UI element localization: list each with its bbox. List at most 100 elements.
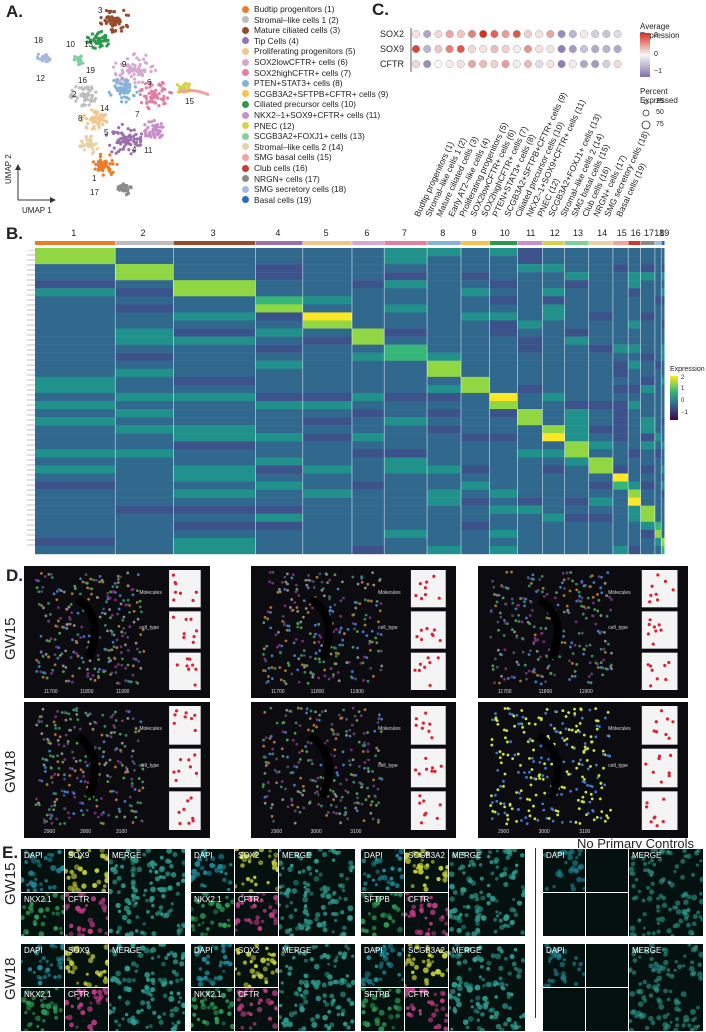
heatmap-cell — [565, 433, 589, 441]
micro-nucleus — [334, 919, 337, 922]
spatial-cell — [375, 641, 378, 644]
spatial-inset-dot — [414, 768, 417, 771]
spatial-inset-dot — [664, 733, 667, 736]
micro-nucleus — [165, 871, 170, 876]
spatial-cell — [265, 761, 268, 764]
spatial-cell — [316, 718, 319, 721]
micro-nucleus — [103, 970, 107, 974]
heatmap-cluster-label: 14 — [597, 228, 607, 238]
dotplot-dot — [446, 30, 454, 38]
spatial-cell — [323, 594, 326, 597]
micro-nucleus — [375, 965, 379, 969]
micro-nucleus — [103, 884, 107, 888]
spatial-cell — [336, 774, 339, 777]
heatmap-cell — [613, 337, 628, 345]
micro-nucleus — [517, 900, 522, 905]
spatial-cell — [367, 599, 370, 602]
micro-nucleus — [396, 988, 401, 993]
spatial-cell — [587, 681, 590, 684]
micro-nucleus — [520, 930, 524, 934]
spatial-inset-dot — [195, 772, 198, 775]
legend-label: SOX2lowCFTR+ cells (6) — [254, 57, 348, 67]
spatial-cell — [315, 652, 318, 655]
heatmap-cell — [427, 441, 460, 449]
spatial-cell — [89, 678, 92, 681]
spatial-cell — [335, 805, 338, 808]
spatial-cell — [109, 759, 112, 762]
spatial-cell — [523, 731, 526, 734]
micro-nucleus — [150, 997, 154, 1001]
micro-nucleus — [687, 1023, 691, 1027]
micro-nucleus — [545, 887, 549, 891]
heatmap-cell — [628, 530, 640, 538]
spatial-cell — [333, 779, 336, 782]
spatial-cell — [64, 649, 67, 652]
spatial-cell — [525, 678, 528, 681]
spatial-cell — [100, 822, 103, 825]
micro-nucleus — [508, 874, 514, 880]
micro-nucleus — [196, 976, 201, 981]
spatial-cell — [600, 591, 603, 594]
spatial-cell — [313, 724, 316, 727]
spatial-cell — [93, 721, 96, 724]
heatmap-cell — [303, 353, 352, 361]
micro-nucleus — [65, 1000, 69, 1006]
spatial-cell — [509, 740, 512, 743]
heatmap-cell — [427, 248, 460, 256]
heatmap-cell — [256, 538, 303, 546]
heatmap-cell — [661, 417, 664, 425]
micro-nucleus — [372, 879, 375, 882]
spatial-cell — [281, 722, 284, 725]
legend-label: SCGB3A2+SFTPB+CFTR+ cells (9) — [254, 89, 388, 99]
umap-cluster — [78, 135, 99, 155]
spatial-cell — [367, 767, 370, 770]
heatmap-cell — [543, 482, 565, 490]
spatial-cell — [134, 816, 137, 819]
heatmap-cell — [589, 337, 613, 345]
umap-cluster-number: 6 — [147, 78, 151, 87]
heatmap-cell — [490, 546, 517, 554]
micro-nucleus — [176, 882, 180, 886]
micro-nucleus — [250, 968, 256, 974]
legend-swatch — [242, 37, 249, 44]
micro-nucleus — [279, 904, 281, 907]
dotplot-dot — [603, 60, 611, 68]
spatial-cell — [95, 799, 98, 802]
micro-nucleus — [648, 964, 653, 969]
heatmap-cell — [384, 369, 426, 377]
dotplot-dot — [435, 60, 443, 68]
micro-nucleus — [272, 990, 278, 996]
heatmap-cluster-bar — [613, 241, 628, 245]
heatmap-cell — [613, 514, 628, 522]
micro-nucleus — [284, 891, 289, 896]
spatial-cell — [287, 805, 290, 808]
heatmap — [35, 238, 665, 556]
micro-nucleus — [237, 1007, 242, 1012]
micro-nucleus — [85, 904, 88, 907]
spatial-cell — [136, 601, 139, 604]
micro-nucleus — [384, 922, 390, 928]
legend-label: Ciliated precursor cells (10) — [254, 99, 356, 109]
micro-nucleus — [454, 1010, 457, 1013]
micro-nucleus — [48, 885, 52, 889]
spatial-cell — [106, 774, 109, 777]
micro-nucleus — [333, 965, 336, 968]
spatial-cell — [275, 781, 278, 784]
dotplot-dot — [603, 45, 611, 53]
spatial-cell — [53, 773, 56, 776]
micro-nucleus — [427, 928, 430, 931]
micro-row-gw18: GW18 — [2, 957, 19, 1000]
heatmap-cell — [565, 248, 589, 256]
micro-nucleus — [503, 924, 507, 928]
micro-nucleus — [488, 850, 492, 854]
micro-nucleus — [651, 882, 655, 886]
heatmap-cell — [174, 248, 256, 256]
umap-cluster-number: 18 — [34, 36, 43, 45]
spatial-cell — [49, 613, 52, 616]
spatial-cell — [494, 811, 497, 814]
heatmap-cell — [543, 441, 565, 449]
heatmap-cell — [543, 449, 565, 457]
micro-nucleus — [489, 1015, 493, 1019]
spatial-cell — [372, 779, 375, 782]
micro-nucleus — [457, 916, 460, 919]
